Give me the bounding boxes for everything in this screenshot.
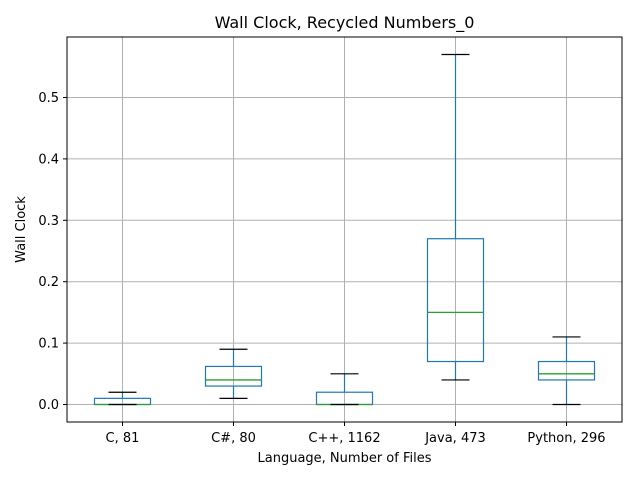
x-tick-label: C#, 80 <box>211 431 256 446</box>
x-tick-label: C++, 1162 <box>308 431 380 446</box>
iqr-box <box>537 360 596 381</box>
grid-lines <box>67 37 622 422</box>
box-series <box>93 53 596 406</box>
x-tick-label: Java, 473 <box>424 431 486 446</box>
iqr-box <box>204 365 263 387</box>
x-tick-label: C, 81 <box>106 431 140 446</box>
x-axis-title: Language, Number of Files <box>258 451 432 466</box>
y-tick-label: 0.3 <box>38 214 59 229</box>
y-tick-label: 0.2 <box>38 275 59 290</box>
y-tick-label: 0.1 <box>38 337 59 352</box>
y-tick-label: 0.5 <box>38 91 59 106</box>
iqr-box <box>426 238 485 363</box>
y-tick-label: 0.4 <box>38 152 59 167</box>
x-tick-label: Python, 296 <box>527 431 605 446</box>
chart-title: Wall Clock, Recycled Numbers_0 <box>215 13 475 33</box>
y-axis-title: Wall Clock <box>14 196 29 263</box>
y-tick-label: 0.0 <box>38 398 59 413</box>
axis-ticks: 0.0 0.1 0.2 0.3 0.4 0.5 C, 81 C#, 80 C++, 1162 Ja… <box>38 91 605 446</box>
